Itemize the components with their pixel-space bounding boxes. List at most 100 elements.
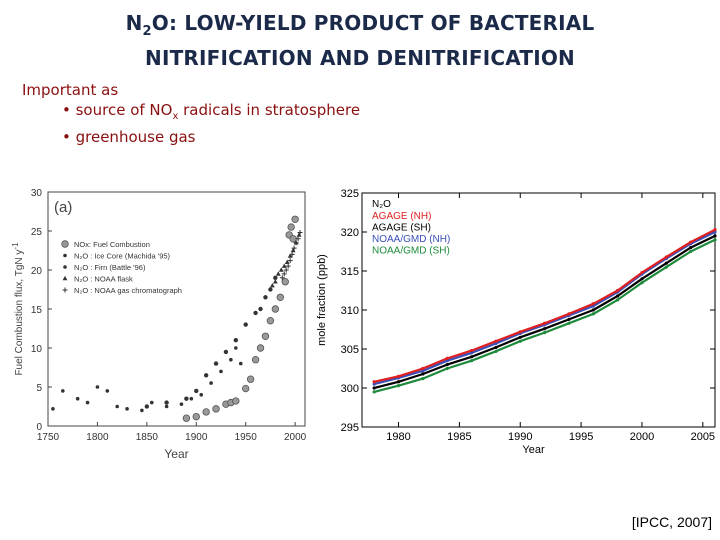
data-point-a [199,393,204,397]
data-point-b [445,363,449,367]
legend-marker-a [61,240,69,248]
data-point-a [281,278,289,286]
data-point-b [396,380,401,384]
data-point-a [293,240,299,246]
data-point-a [283,267,289,273]
data-point-b [372,386,376,390]
y-tick-label-b: 310 [341,305,359,317]
data-point-b [640,281,644,285]
data-point-a [296,232,302,237]
title-line-2: NITRIFICATION AND DENITRIFICATION [145,46,575,70]
data-point-a [140,408,144,413]
data-point-b [664,255,668,259]
x-tick-label-a: 1750 [37,432,60,443]
data-point-b [421,366,425,371]
data-point-a [256,344,265,352]
legend-marker-a [62,275,68,281]
x-tick-label-b: 1985 [447,431,471,443]
x-tick-label-a: 1950 [235,432,258,443]
data-point-a [243,322,248,327]
data-point-a [219,369,223,374]
legend-label-a: N₂O : Ice Core (Machida '95) [74,252,171,261]
data-point-a [203,373,209,378]
data-point-b [591,308,595,312]
data-point-b [421,377,425,381]
data-point-b [713,228,717,232]
y-axis-label-a: Fuel Combustion flux, TgN y-1 [11,242,25,376]
data-point-b [421,369,425,373]
data-point-a [287,253,293,258]
data-point-a [290,247,296,253]
data-point-b [421,372,425,376]
data-point-b [616,288,620,293]
data-point-a [291,245,297,251]
data-point-b [494,341,498,346]
y-tick-label-b: 300 [341,383,359,395]
data-point-b [689,249,693,254]
x-tick-label-a: 1900 [185,432,208,443]
data-point-a [261,332,270,340]
title-line-1: N2O: LOW-YIELD PRODUCT OF BACTERIAL [125,11,595,39]
data-point-b [542,331,547,335]
data-point-b [518,335,522,339]
data-point-b [664,265,668,269]
data-point-a [285,263,291,269]
data-point-b [713,238,717,242]
data-point-a [238,361,243,366]
intro-text: Important as [22,81,119,99]
data-point-b [445,356,449,360]
data-point-a [95,385,100,389]
legend-label-a: N₂O : NOAA gas chromatograph [74,286,182,295]
x-tick-label-b: 1980 [386,431,410,443]
data-point-a [287,223,295,231]
data-point-b [567,312,571,316]
legend-marker-a [63,265,67,269]
data-point-a [194,388,199,394]
data-point-b [469,355,474,359]
bullet-nox: • source of NOx radicals in stratosphere [62,101,361,122]
data-point-b [518,330,522,334]
data-point-a [164,400,169,405]
data-point-a [279,275,285,281]
legend-label-a: NOx: Fuel Combustion [74,240,150,249]
data-point-b [664,261,668,265]
data-point-a [144,404,150,409]
y-tick-label-a: 20 [31,266,43,277]
data-point-a [51,407,55,411]
data-point-b [494,339,498,343]
data-point-a [192,412,200,421]
legend-label-b: NOAA/GMD (SH) [372,246,450,257]
y-tick-label-a: 0 [36,422,42,433]
legend-label-a: N₂O : NOAA flask [74,275,133,284]
data-point-b [640,270,644,275]
data-point-a [115,404,119,409]
data-point-b [591,312,595,316]
data-point-a [271,305,280,313]
y-tick-label-a: 25 [31,227,43,238]
x-tick-label-a: 2000 [284,432,307,443]
bullet-list: • source of NOx radicals in stratosphere… [62,100,360,147]
legend-marker-a [63,253,67,258]
data-point-b [591,302,595,306]
y-tick-label-a: 15 [31,305,43,316]
data-point-b [396,384,401,388]
legend-label-b: AGAGE (SH) [372,223,431,234]
data-point-a [85,400,90,405]
slide-title: N2O: LOW-YIELD PRODUCT OF BACTERIAL NITR… [0,10,720,71]
data-point-a [182,414,191,422]
data-point-a [149,400,154,405]
data-point-a [258,306,263,312]
data-point-a [184,396,189,401]
data-point-a [253,310,258,316]
data-point-a [291,215,299,223]
legend-label-b: AGAGE (NH) [372,211,431,222]
data-point-b [494,345,498,350]
data-point-b [567,321,571,325]
data-point-a [297,230,303,236]
data-point-a [209,381,213,385]
data-point-a [263,295,268,300]
data-point-a [289,251,295,257]
x-tick-label-a: 1850 [136,432,159,443]
y-tick-label-a: 10 [31,344,43,355]
